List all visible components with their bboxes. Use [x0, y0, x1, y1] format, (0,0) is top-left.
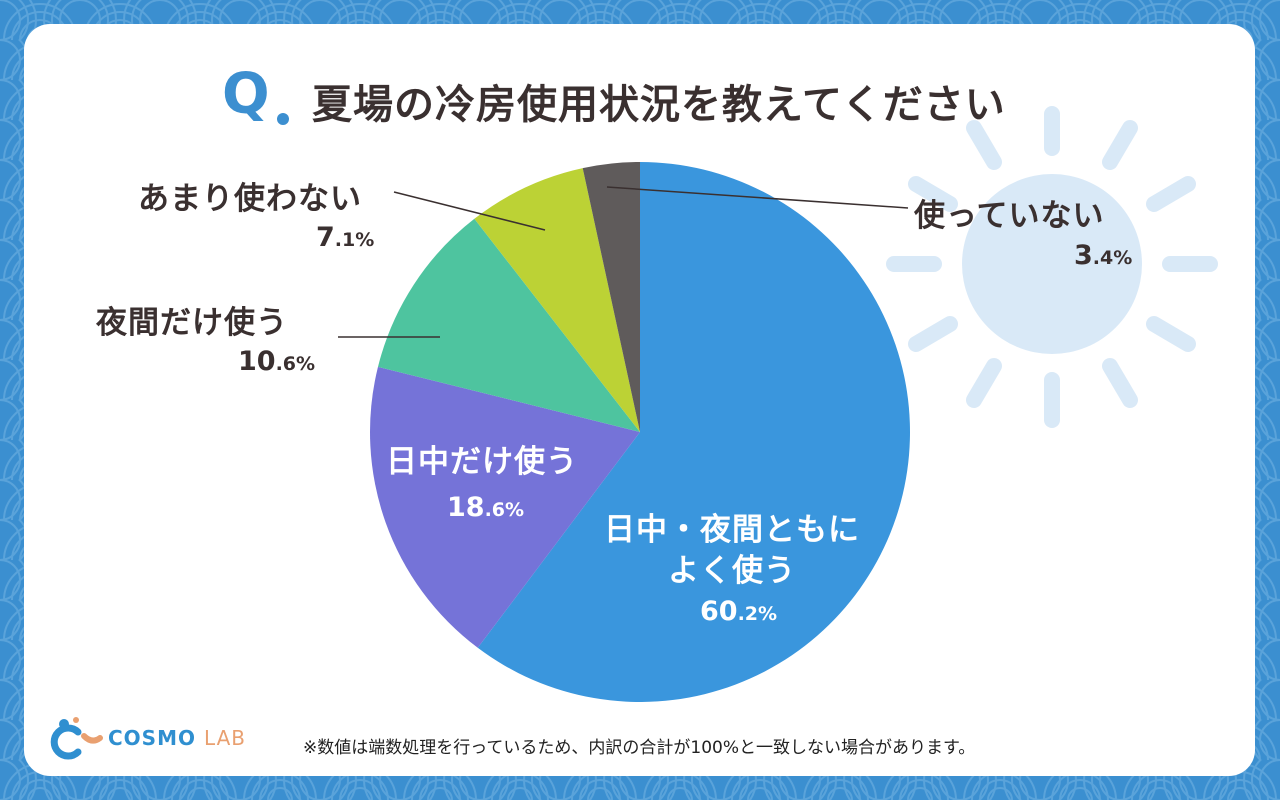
- slice-pct-night: 10.6%: [238, 346, 315, 377]
- chart-title: 夏場の冷房使用状況を教えてください: [312, 82, 1006, 128]
- slice-pct-day-int: 18: [447, 492, 485, 523]
- slice-pct-both-dec: .2%: [737, 603, 778, 625]
- leader-line-unused: [606, 186, 909, 209]
- slice-pct-unused: 3.4%: [1074, 240, 1132, 271]
- slice-pct-night-int: 10: [238, 346, 276, 377]
- slice-label-night: 夜間だけ使う: [96, 305, 288, 341]
- slice-night: [377, 218, 640, 432]
- question-mark-label: Q: [222, 62, 270, 127]
- slice-label-both-line2: よく使う: [668, 553, 796, 589]
- sun-icon: [886, 106, 1218, 428]
- slice-label-unused: 使っていない: [914, 198, 1105, 234]
- slice-label-rarely: あまり使わない: [138, 181, 362, 217]
- slice-rarely: [474, 168, 640, 433]
- slice-both: [477, 162, 910, 702]
- footnote: ※数値は端数処理を行っているため、内訳の合計が100%と一致しない場合があります…: [303, 738, 976, 758]
- question-dot: [277, 113, 289, 125]
- slice-pct-day: 18.6%: [447, 492, 524, 523]
- cosmo-lab-logo-icon: [50, 717, 103, 760]
- slice-pct-unused-int: 3: [1074, 240, 1093, 271]
- logo-lab: LAB: [203, 726, 246, 750]
- leader-line-rarely: [393, 191, 546, 231]
- slice-pct-both: 60.2%: [700, 596, 777, 627]
- logo-text: COSMO LAB: [108, 726, 246, 750]
- slice-pct-rarely: 7.1%: [316, 222, 374, 253]
- slice-label-day: 日中だけ使う: [386, 444, 578, 480]
- slice-pct-both-int: 60: [700, 596, 738, 627]
- slice-day: [370, 366, 640, 648]
- slice-pct-unused-dec: .4%: [1092, 247, 1133, 269]
- slice-label-both: 日中・夜間ともに: [604, 512, 860, 548]
- slice-pct-rarely-int: 7: [316, 222, 335, 253]
- slice-pct-night-dec: .6%: [275, 353, 316, 375]
- slice-unused: [582, 162, 640, 432]
- slice-pct-day-dec: .6%: [484, 499, 525, 521]
- logo-cosmo: COSMO: [108, 726, 196, 750]
- slice-pct-rarely-dec: .1%: [334, 229, 375, 251]
